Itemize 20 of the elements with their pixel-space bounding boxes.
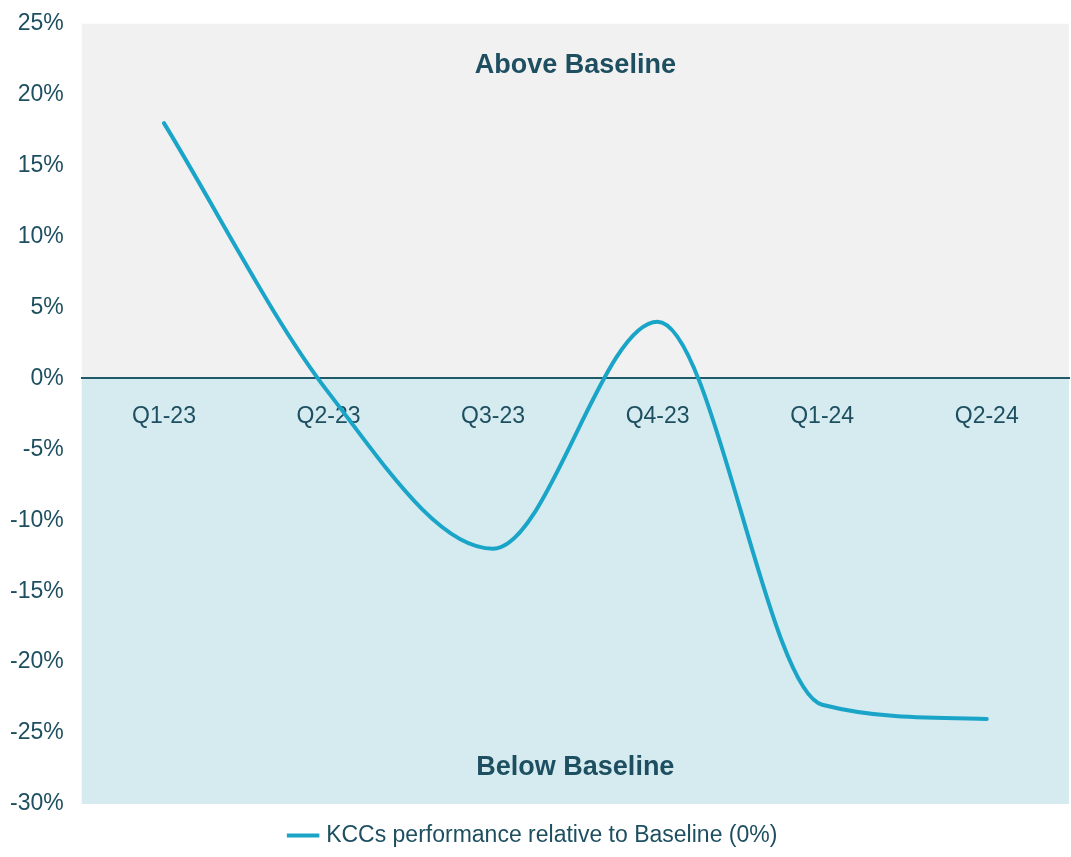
y-tick-label: -15%	[9, 576, 64, 603]
y-tick-label: -20%	[9, 647, 64, 674]
y-tick-label: 5%	[30, 292, 64, 319]
band-label: Above Baseline	[474, 49, 676, 80]
x-tick-label: Q3-23	[461, 401, 526, 428]
band-label: Below Baseline	[476, 751, 675, 782]
y-tick-label: -5%	[22, 434, 64, 461]
y-tick-label: -10%	[9, 505, 64, 532]
x-tick-label: Q2-24	[954, 401, 1019, 428]
y-tick-label: 25%	[17, 9, 64, 36]
y-tick-label: 20%	[17, 80, 64, 107]
y-tick-label: -30%	[9, 789, 64, 816]
y-tick-label: 10%	[17, 221, 64, 248]
y-tick-label: 0%	[30, 363, 64, 390]
x-tick-label: Q1-23	[132, 401, 196, 428]
y-tick-label: 15%	[17, 151, 64, 177]
legend-label: KCCs performance relative to Baseline (0%)	[326, 820, 778, 847]
x-tick-label: Q1-24	[790, 401, 855, 428]
x-tick-label: Q4-23	[625, 401, 690, 428]
y-tick-label: -25%	[9, 718, 64, 745]
